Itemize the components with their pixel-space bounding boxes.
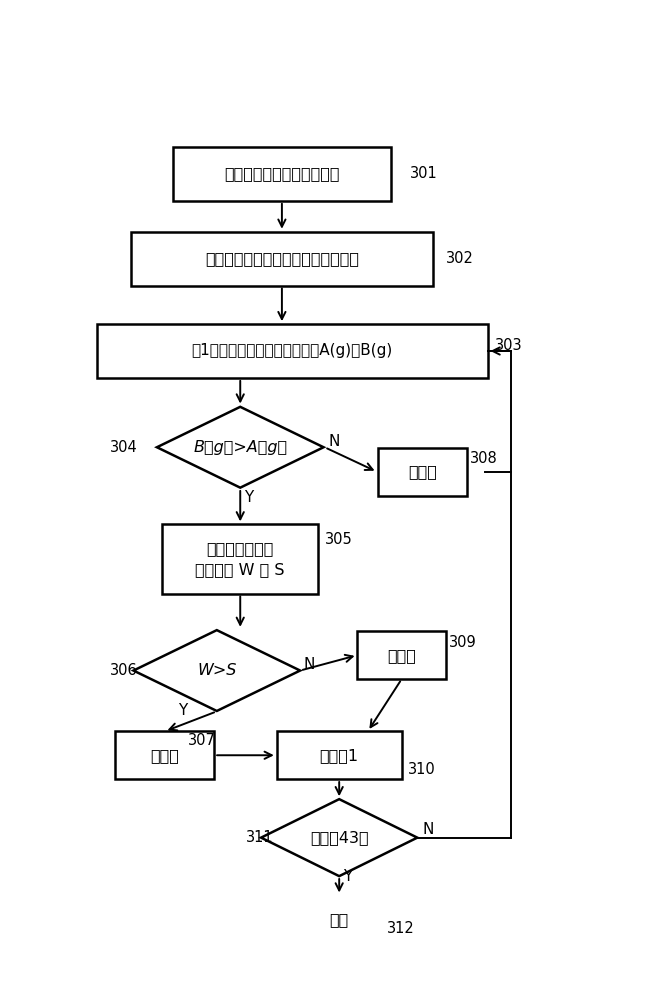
- Text: 304: 304: [110, 440, 138, 455]
- Text: 结束: 结束: [329, 912, 349, 927]
- FancyBboxPatch shape: [116, 731, 214, 779]
- Text: 312: 312: [387, 921, 415, 936]
- Text: 对孵化蛋图像进行复原、分割和编号: 对孵化蛋图像进行复原、分割和编号: [205, 251, 359, 266]
- Text: 编号为43？: 编号为43？: [310, 830, 368, 845]
- Text: Y: Y: [343, 869, 352, 884]
- Text: 303: 303: [495, 338, 523, 353]
- Text: 307: 307: [188, 733, 216, 748]
- FancyBboxPatch shape: [378, 448, 467, 496]
- Polygon shape: [261, 799, 417, 876]
- Text: 311: 311: [245, 830, 273, 845]
- Text: 活胚蛋: 活胚蛋: [408, 464, 437, 479]
- Text: 用工业相机获取孵化蛋图像: 用工业相机获取孵化蛋图像: [224, 166, 339, 181]
- Polygon shape: [134, 630, 300, 711]
- Polygon shape: [157, 407, 323, 488]
- Text: 305: 305: [325, 532, 352, 547]
- FancyBboxPatch shape: [358, 631, 446, 679]
- Text: 无精蛋或死胚蛋
同时计算 W 和 S: 无精蛋或死胚蛋 同时计算 W 和 S: [196, 541, 285, 577]
- Text: 死胚蛋: 死胚蛋: [387, 648, 416, 663]
- Text: N: N: [423, 822, 434, 837]
- FancyBboxPatch shape: [97, 324, 488, 378]
- FancyBboxPatch shape: [173, 147, 391, 201]
- Text: Y: Y: [245, 490, 253, 505]
- Text: B（g）>A（g）: B（g）>A（g）: [193, 440, 288, 455]
- FancyBboxPatch shape: [277, 731, 402, 779]
- Text: N: N: [329, 434, 340, 449]
- Text: 309: 309: [449, 635, 476, 650]
- Text: W>S: W>S: [197, 663, 237, 678]
- Text: 308: 308: [470, 451, 498, 466]
- FancyBboxPatch shape: [131, 232, 433, 286]
- Text: 从1号开始提取特征参数并计算A(g)和B(g): 从1号开始提取特征参数并计算A(g)和B(g): [192, 344, 393, 359]
- Text: Y: Y: [178, 703, 187, 718]
- Text: 306: 306: [110, 663, 138, 678]
- Text: 无精蛋: 无精蛋: [151, 748, 179, 763]
- FancyBboxPatch shape: [162, 524, 319, 594]
- Text: 编号加1: 编号加1: [320, 748, 359, 763]
- Text: 302: 302: [446, 251, 474, 266]
- Text: N: N: [304, 657, 315, 672]
- FancyBboxPatch shape: [295, 895, 384, 943]
- Text: 301: 301: [409, 166, 437, 181]
- Text: 310: 310: [408, 762, 435, 777]
